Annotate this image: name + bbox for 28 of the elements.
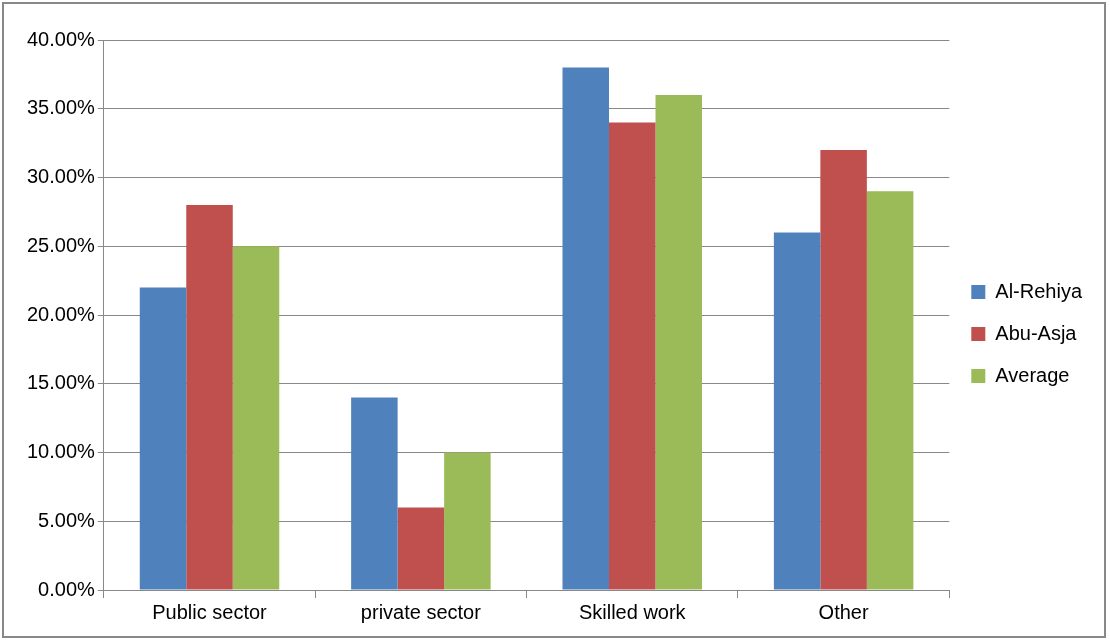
bar: [773, 232, 821, 590]
x-tick-label: Other: [818, 600, 869, 623]
bar: [444, 452, 491, 590]
y-tick-label: 25.00%: [26, 233, 96, 256]
bar: [397, 507, 445, 590]
bar: [820, 150, 867, 590]
bar: [351, 397, 398, 590]
bar: [609, 122, 656, 590]
bar: [139, 287, 187, 590]
bar: [232, 246, 280, 590]
x-tick-label: private sector: [360, 600, 482, 623]
legend-label: Al-Rehiya: [995, 279, 1083, 302]
x-tick-label: Public sector: [152, 600, 268, 623]
bar: [562, 67, 609, 590]
x-tick-label: Skilled work: [578, 600, 687, 623]
y-tick-label: 5.00%: [38, 508, 96, 531]
bar: [186, 205, 233, 590]
y-tick-label: 35.00%: [26, 96, 96, 119]
y-tick-label: 0.00%: [38, 577, 96, 600]
bar: [655, 95, 702, 590]
legend-label: Average: [995, 363, 1070, 386]
y-tick-label: 10.00%: [26, 440, 96, 463]
y-tick-label: 40.00%: [26, 27, 96, 50]
y-tick-label: 20.00%: [26, 302, 96, 325]
y-tick-label: 30.00%: [26, 165, 96, 188]
y-tick-label: 15.00%: [26, 371, 96, 394]
bar: [866, 191, 914, 590]
legend-label: Abu-Asja: [995, 321, 1078, 344]
